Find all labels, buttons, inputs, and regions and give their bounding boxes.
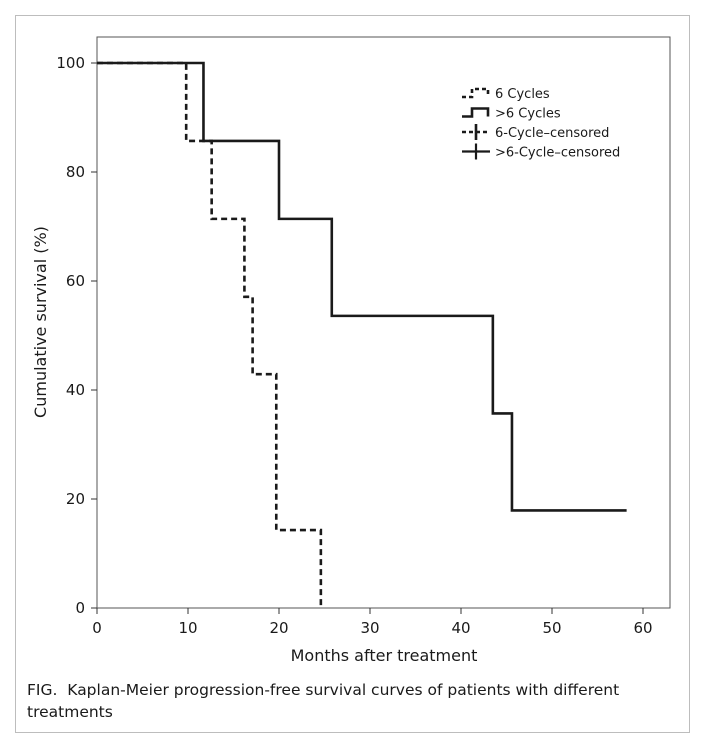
y-tick-label: 100 xyxy=(56,54,85,72)
x-tick-label: 50 xyxy=(542,619,561,637)
y-tick-label: 40 xyxy=(66,381,85,399)
x-tick-label: 0 xyxy=(92,619,102,637)
figure-caption: FIG. Kaplan-Meier progression-free survi… xyxy=(27,679,677,723)
plot-area-border xyxy=(96,36,671,609)
legend-solid-swatch xyxy=(462,107,490,118)
caption-label: FIG. xyxy=(27,681,58,699)
legend-item: 6-Cycle–censored xyxy=(462,124,609,141)
legend-item: >6 Cycles xyxy=(462,107,561,122)
x-tick-label: 40 xyxy=(451,619,470,637)
figure-frame xyxy=(15,15,690,733)
y-tick-label: 60 xyxy=(66,272,85,290)
caption-text: Kaplan-Meier progression-free survival c… xyxy=(27,681,620,721)
curves xyxy=(97,61,627,608)
x-tick-label: 20 xyxy=(269,619,288,637)
legend-dashed-swatch xyxy=(462,87,490,99)
legend: 6 Cycles >6 Cycles 6-Cycle–censored >6-Cycl… xyxy=(462,87,620,161)
axes: 0 10 20 30 40 50 60 0 20 40 60 80 100 xyxy=(56,54,652,637)
y-tick-label: 20 xyxy=(66,490,85,508)
legend-item: 6 Cycles xyxy=(462,87,550,102)
series-gt6-cycles-line xyxy=(97,61,627,512)
y-axis-label: Cumulative survival (%) xyxy=(31,226,50,418)
x-tick-label: 30 xyxy=(360,619,379,637)
y-tick-label: 0 xyxy=(75,599,85,617)
x-axis-label: Months after treatment xyxy=(291,646,478,665)
series-6-cycles-line xyxy=(97,61,323,608)
y-tick-label: 80 xyxy=(66,163,85,181)
legend-label: 6-Cycle–censored xyxy=(495,126,609,141)
x-tick-label: 10 xyxy=(178,619,197,637)
x-tick-label: 60 xyxy=(633,619,652,637)
legend-label: 6 Cycles xyxy=(495,87,550,102)
legend-label: >6 Cycles xyxy=(495,107,561,122)
legend-item: >6-Cycle–censored xyxy=(462,143,620,161)
legend-label: >6-Cycle–censored xyxy=(495,146,620,161)
